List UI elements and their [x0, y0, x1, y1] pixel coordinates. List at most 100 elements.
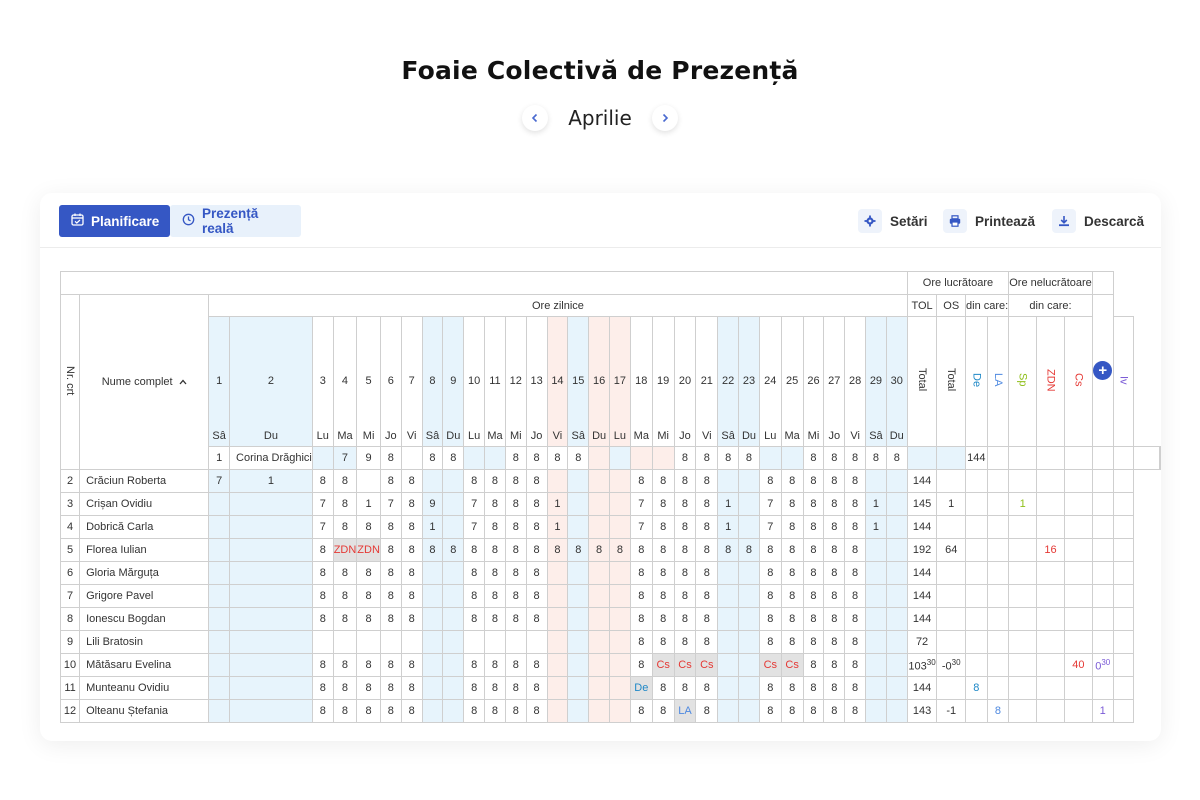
- day-cell[interactable]: 8: [844, 676, 867, 700]
- day-cell[interactable]: 9: [421, 492, 444, 516]
- day-cell[interactable]: 8: [844, 469, 867, 493]
- day-cell[interactable]: [609, 699, 631, 723]
- day-cell[interactable]: 8: [504, 469, 527, 493]
- day-cell[interactable]: 8: [400, 676, 423, 700]
- day-cell[interactable]: 8: [673, 492, 697, 516]
- employee-name[interactable]: Crăciun Roberta: [79, 469, 210, 493]
- day-cell[interactable]: 8: [379, 538, 402, 562]
- day-cell[interactable]: 8: [780, 561, 804, 585]
- day-cell[interactable]: [717, 676, 740, 700]
- day-cell[interactable]: 8: [525, 561, 548, 585]
- employee-name[interactable]: Florea Iulian: [79, 538, 210, 562]
- day-cell[interactable]: [332, 630, 358, 654]
- day-cell[interactable]: 1: [229, 469, 313, 493]
- employee-name[interactable]: Ionescu Bogdan: [79, 607, 210, 631]
- day-cell[interactable]: [442, 561, 465, 585]
- tab-prezenta-reala[interactable]: Prezență reală: [170, 205, 301, 237]
- day-cell[interactable]: [208, 699, 231, 723]
- day-cell[interactable]: [229, 676, 313, 700]
- day-cell[interactable]: [546, 630, 569, 654]
- employee-name[interactable]: Grigore Pavel: [79, 584, 210, 608]
- day-cell[interactable]: 8: [758, 561, 782, 585]
- day-cell[interactable]: 8: [780, 699, 804, 723]
- day-cell[interactable]: 1: [865, 492, 887, 516]
- day-cell[interactable]: [588, 584, 611, 608]
- day-cell[interactable]: 8: [758, 699, 782, 723]
- day-cell[interactable]: 8: [484, 561, 506, 585]
- day-cell[interactable]: 7: [463, 492, 486, 516]
- day-cell[interactable]: 8: [629, 561, 653, 585]
- day-cell[interactable]: [717, 699, 740, 723]
- chevron-left-icon[interactable]: [522, 105, 548, 131]
- day-cell[interactable]: 8: [802, 492, 825, 516]
- tab-planificare[interactable]: Planificare: [59, 205, 170, 237]
- day-cell[interactable]: [609, 630, 631, 654]
- day-cell[interactable]: [421, 699, 444, 723]
- day-cell[interactable]: 8: [802, 699, 825, 723]
- day-cell[interactable]: [609, 561, 631, 585]
- employee-name[interactable]: Munteanu Ovidiu: [79, 676, 210, 700]
- day-cell[interactable]: 8: [758, 676, 782, 700]
- day-cell[interactable]: 8: [844, 630, 867, 654]
- day-cell[interactable]: [865, 561, 887, 585]
- day-cell[interactable]: 8: [379, 699, 402, 723]
- day-cell[interactable]: [546, 584, 569, 608]
- day-cell[interactable]: [717, 561, 740, 585]
- day-cell[interactable]: [546, 469, 569, 493]
- day-cell[interactable]: [463, 630, 486, 654]
- day-cell[interactable]: 8: [311, 561, 334, 585]
- day-cell[interactable]: 8: [332, 676, 358, 700]
- day-cell[interactable]: [717, 607, 740, 631]
- day-cell[interactable]: 8: [525, 699, 548, 723]
- day-cell[interactable]: [229, 653, 313, 677]
- day-cell[interactable]: 8: [463, 538, 486, 562]
- day-cell[interactable]: [609, 446, 631, 470]
- day-cell[interactable]: [421, 653, 444, 677]
- day-cell[interactable]: 8: [463, 676, 486, 700]
- day-cell[interactable]: ZDN: [332, 538, 358, 562]
- day-cell[interactable]: [208, 584, 231, 608]
- day-cell[interactable]: [421, 630, 444, 654]
- day-cell[interactable]: 8: [484, 515, 506, 539]
- day-cell[interactable]: [738, 561, 760, 585]
- day-cell[interactable]: [906, 446, 938, 470]
- employee-name[interactable]: Crișan Ovidiu: [79, 492, 210, 516]
- day-cell[interactable]: [609, 607, 631, 631]
- day-cell[interactable]: 8: [780, 469, 804, 493]
- day-cell[interactable]: [567, 561, 590, 585]
- day-cell[interactable]: [208, 653, 231, 677]
- print-button[interactable]: Printează: [943, 208, 1035, 234]
- day-cell[interactable]: [229, 699, 313, 723]
- day-cell[interactable]: 7: [629, 515, 653, 539]
- day-cell[interactable]: LA: [673, 699, 697, 723]
- day-cell[interactable]: 8: [546, 446, 569, 470]
- day-cell[interactable]: 8: [356, 699, 381, 723]
- day-cell[interactable]: [229, 492, 313, 516]
- day-cell[interactable]: 8: [695, 630, 719, 654]
- day-cell[interactable]: 8: [525, 446, 548, 470]
- day-cell[interactable]: 8: [780, 538, 804, 562]
- day-cell[interactable]: [463, 446, 486, 470]
- day-cell[interactable]: [717, 653, 740, 677]
- employee-name[interactable]: Mătăsaru Evelina: [79, 653, 210, 677]
- day-cell[interactable]: 8: [823, 699, 846, 723]
- day-cell[interactable]: 8: [738, 538, 760, 562]
- day-cell[interactable]: 8: [356, 607, 381, 631]
- day-cell[interactable]: 8: [629, 469, 653, 493]
- day-cell[interactable]: [311, 630, 334, 654]
- day-cell[interactable]: 8: [695, 584, 719, 608]
- day-cell[interactable]: [229, 584, 313, 608]
- day-cell[interactable]: 8: [780, 515, 804, 539]
- day-cell[interactable]: 8: [780, 607, 804, 631]
- day-cell[interactable]: [738, 469, 760, 493]
- day-cell[interactable]: 8: [311, 676, 334, 700]
- day-cell[interactable]: 1: [717, 492, 740, 516]
- day-cell[interactable]: 7: [758, 515, 782, 539]
- day-cell[interactable]: 8: [651, 607, 675, 631]
- day-cell[interactable]: 8: [567, 446, 590, 470]
- day-cell[interactable]: 8: [695, 699, 719, 723]
- day-cell[interactable]: 8: [356, 584, 381, 608]
- day-cell[interactable]: [629, 446, 653, 470]
- day-cell[interactable]: [442, 699, 465, 723]
- header-nume-complet[interactable]: Nume complet: [79, 294, 210, 470]
